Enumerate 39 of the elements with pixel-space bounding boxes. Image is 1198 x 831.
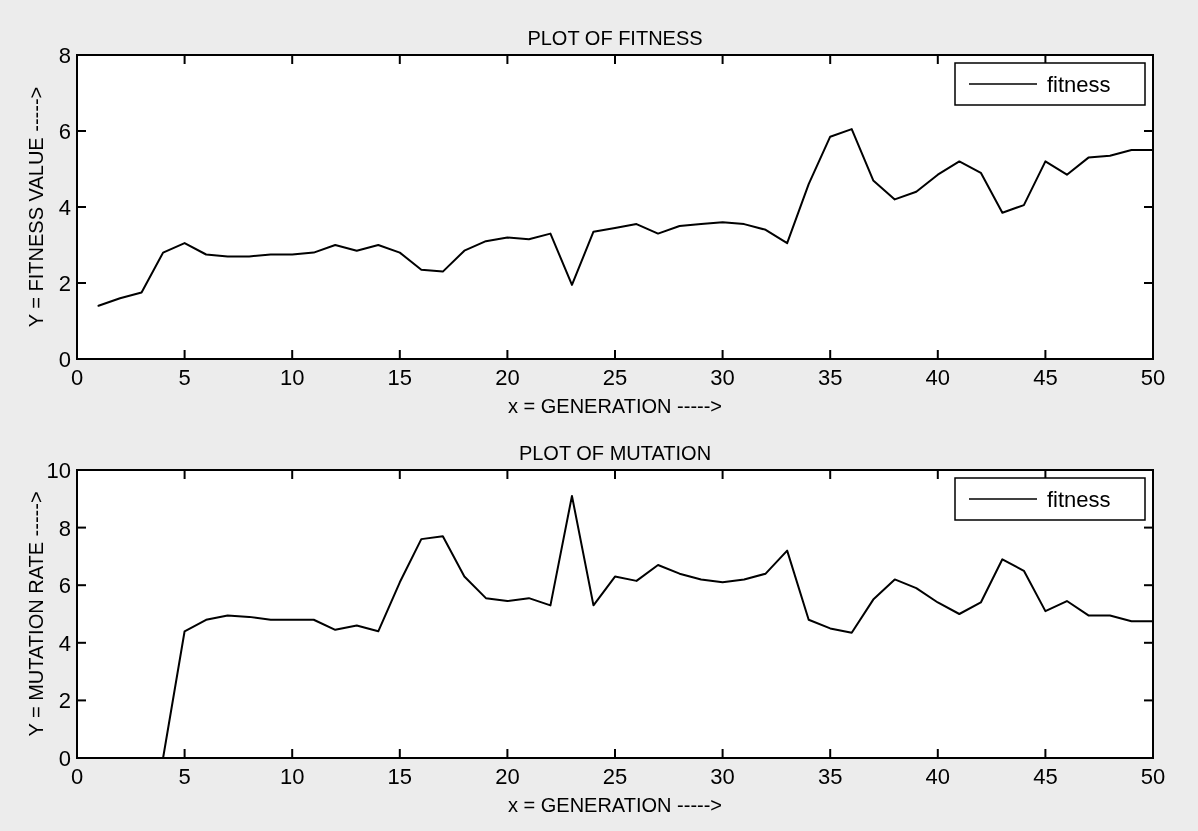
chart-title: PLOT OF FITNESS [527,27,703,49]
y-axis-title: Y = MUTATION RATE -----> [25,491,47,737]
x-tick-label: 5 [178,365,191,390]
legend-label: fitness [1047,72,1111,97]
y-tick-label: 10 [46,458,71,483]
x-axis-title: x = GENERATION -----> [507,395,723,417]
x-tick-label: 10 [279,764,305,789]
y-tick-label: 8 [58,515,71,541]
x-tick-label: 25 [602,764,628,789]
x-tick-label: 50 [1140,764,1166,789]
y-tick-label: 0 [58,746,71,771]
x-tick-label: 15 [387,365,413,390]
x-tick-label: 35 [817,764,843,789]
x-tick-label: 45 [1033,764,1058,789]
x-tick-label: 25 [602,365,628,390]
y-tick-label: 4 [58,630,71,656]
y-tick-label: 2 [58,271,71,296]
x-tick-label: 20 [495,764,520,789]
x-tick-label: 20 [495,365,520,390]
y-tick-label: 6 [58,119,71,144]
legend-label: fitness [1047,487,1111,512]
x-tick-label: 40 [925,365,951,390]
x-tick-label: 15 [387,764,413,789]
y-tick-label: 0 [58,347,71,372]
x-tick-label: 30 [710,764,735,789]
y-tick-label: 2 [58,688,71,714]
x-tick-label: 10 [279,365,305,390]
y-axis-title: Y = FITNESS VALUE -----> [25,86,47,328]
chart-title: PLOT OF MUTATION [518,442,712,464]
y-tick-label: 8 [58,43,71,68]
x-tick-label: 35 [817,365,843,390]
x-tick-label: 5 [178,764,191,789]
x-axis-title: x = GENERATION -----> [507,794,723,816]
y-tick-label: 6 [58,573,71,599]
x-tick-label: 40 [925,764,951,789]
x-tick-label: 50 [1140,365,1166,390]
x-tick-label: 30 [710,365,735,390]
x-tick-label: 45 [1033,365,1058,390]
y-tick-label: 4 [58,195,71,220]
